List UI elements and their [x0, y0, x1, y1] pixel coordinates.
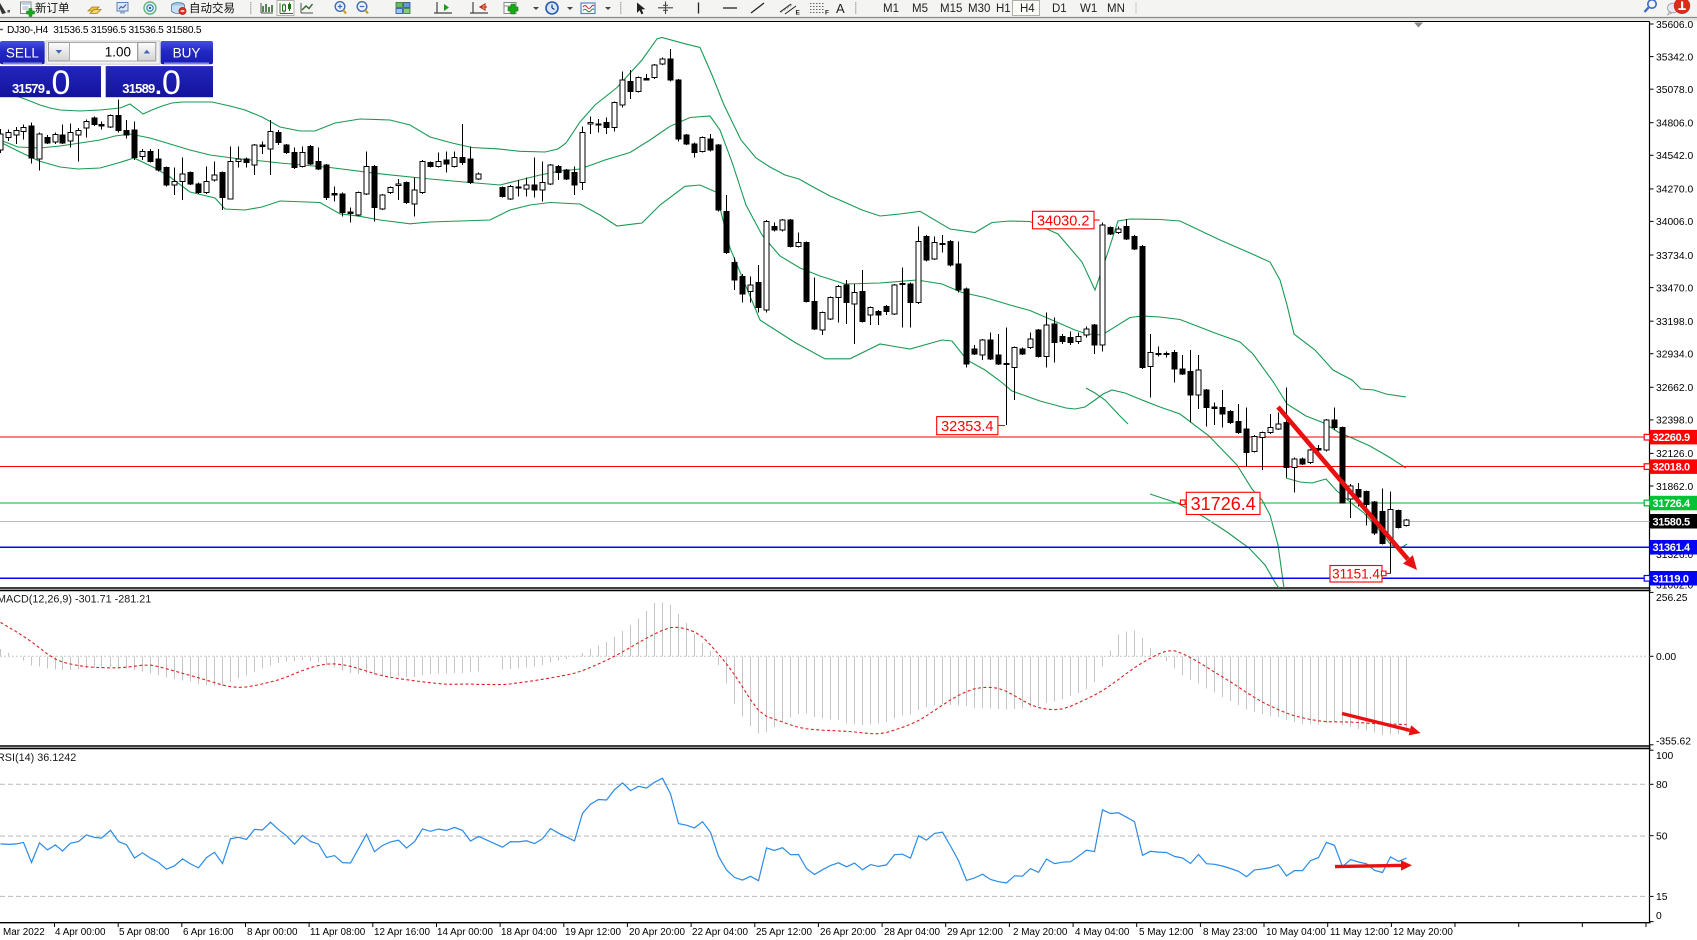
svg-text:100: 100 [1656, 751, 1673, 762]
svg-text:31580.5: 31580.5 [1653, 516, 1691, 528]
svg-text:31151.4: 31151.4 [1332, 567, 1380, 582]
svg-text:14 Apr 00:00: 14 Apr 00:00 [437, 927, 494, 938]
svg-text:31579: 31579 [12, 81, 45, 96]
svg-text:0: 0 [162, 64, 181, 102]
svg-text:31862.0: 31862.0 [1656, 482, 1693, 493]
svg-text:10 May 04:00: 10 May 04:00 [1266, 927, 1326, 938]
svg-text:12 May 20:00: 12 May 20:00 [1393, 927, 1453, 938]
svg-text:19 Apr 12:00: 19 Apr 12:00 [565, 927, 622, 938]
svg-text:DJ30-,H4 31536.5 31596.5 3153: DJ30-,H4 31536.5 31596.5 31536.5 31580.5 [7, 25, 202, 36]
svg-text:32126.0: 32126.0 [1656, 449, 1693, 460]
svg-text:D1: D1 [1052, 3, 1067, 15]
svg-text:34806.0: 34806.0 [1656, 119, 1693, 130]
svg-text:31361.4: 31361.4 [1653, 542, 1692, 554]
svg-text:26 Apr 20:00: 26 Apr 20:00 [820, 927, 877, 938]
svg-text:50: 50 [1656, 832, 1668, 843]
svg-text:0: 0 [52, 64, 71, 102]
svg-text:A: A [836, 1, 845, 16]
svg-text:-355.62: -355.62 [1656, 737, 1691, 748]
svg-text:H4: H4 [1020, 3, 1035, 15]
svg-text:8 Apr 00:00: 8 Apr 00:00 [247, 927, 298, 938]
svg-text:32353.4: 32353.4 [941, 419, 993, 435]
svg-text:256.25: 256.25 [1656, 593, 1688, 604]
svg-text:MN: MN [1107, 3, 1125, 15]
svg-text:5 Apr 08:00: 5 Apr 08:00 [119, 927, 170, 938]
svg-text:29 Apr 12:00: 29 Apr 12:00 [947, 927, 1004, 938]
svg-text:MACD(12,26,9) -301.71 -281.21: MACD(12,26,9) -301.71 -281.21 [0, 594, 151, 606]
svg-text:F: F [825, 10, 829, 17]
svg-text:34006.0: 34006.0 [1656, 217, 1693, 228]
svg-text:31062.0: 31062.0 [1656, 581, 1693, 592]
svg-text:80: 80 [1656, 780, 1668, 791]
svg-text:31326.0: 31326.0 [1656, 550, 1693, 561]
svg-text:32398.0: 32398.0 [1656, 416, 1693, 427]
svg-text:4 May 04:00: 4 May 04:00 [1075, 927, 1130, 938]
svg-text:20 Apr 20:00: 20 Apr 20:00 [629, 927, 686, 938]
svg-text:32662.0: 32662.0 [1656, 383, 1693, 394]
svg-text:25 Apr 12:00: 25 Apr 12:00 [756, 927, 813, 938]
svg-text:32934.0: 32934.0 [1656, 350, 1693, 361]
svg-text:34270.0: 34270.0 [1656, 185, 1693, 196]
svg-text:0: 0 [1656, 911, 1662, 922]
svg-text:22 Apr 04:00: 22 Apr 04:00 [692, 927, 749, 938]
svg-text:E: E [796, 10, 801, 17]
svg-text:31726.4: 31726.4 [1653, 498, 1692, 510]
svg-text:RSI(14) 36.1242: RSI(14) 36.1242 [0, 752, 76, 764]
svg-text:M30: M30 [968, 3, 990, 15]
svg-text:33198.0: 33198.0 [1656, 317, 1693, 328]
svg-text:35078.0: 35078.0 [1656, 85, 1693, 96]
svg-text:W1: W1 [1080, 3, 1097, 15]
svg-text:Mar 2022: Mar 2022 [3, 927, 45, 938]
svg-text:18 Apr 04:00: 18 Apr 04:00 [501, 927, 558, 938]
svg-text:35606.0: 35606.0 [1656, 20, 1693, 31]
svg-text:11 Apr 08:00: 11 Apr 08:00 [310, 927, 366, 938]
svg-text:1.00: 1.00 [105, 45, 131, 60]
svg-text:15: 15 [1656, 892, 1668, 903]
svg-text:33734.0: 33734.0 [1656, 251, 1693, 262]
svg-text:34030.2: 34030.2 [1037, 213, 1089, 229]
svg-text:6 Apr 16:00: 6 Apr 16:00 [183, 927, 234, 938]
svg-text:BUY: BUY [173, 46, 201, 61]
svg-text:28 Apr 04:00: 28 Apr 04:00 [884, 927, 941, 938]
svg-text:11 May 12:00: 11 May 12:00 [1330, 927, 1390, 938]
svg-text:M15: M15 [940, 3, 962, 15]
svg-text:33470.0: 33470.0 [1656, 283, 1693, 294]
svg-text:34542.0: 34542.0 [1656, 151, 1693, 162]
svg-text:0.00: 0.00 [1656, 652, 1676, 663]
svg-text:31119.0: 31119.0 [1653, 573, 1689, 585]
svg-text:5 May 12:00: 5 May 12:00 [1139, 927, 1194, 938]
svg-text:2 May 20:00: 2 May 20:00 [1013, 927, 1068, 938]
svg-text:32018.0: 32018.0 [1653, 462, 1691, 474]
svg-text:35342.0: 35342.0 [1656, 52, 1693, 63]
svg-text:新订单: 新订单 [35, 1, 70, 15]
svg-text:31726.4: 31726.4 [1191, 494, 1256, 514]
svg-text:4 Apr 00:00: 4 Apr 00:00 [55, 927, 106, 938]
svg-text:31589: 31589 [122, 81, 155, 96]
svg-text:12 Apr 16:00: 12 Apr 16:00 [374, 927, 431, 938]
svg-text:H1: H1 [996, 3, 1011, 15]
svg-text:M5: M5 [912, 3, 928, 15]
svg-text:SELL: SELL [6, 46, 40, 61]
svg-text:32260.9: 32260.9 [1653, 432, 1691, 444]
svg-text:自动交易: 自动交易 [189, 1, 235, 15]
svg-text:M1: M1 [883, 3, 899, 15]
svg-text:8 May 23:00: 8 May 23:00 [1203, 927, 1258, 938]
